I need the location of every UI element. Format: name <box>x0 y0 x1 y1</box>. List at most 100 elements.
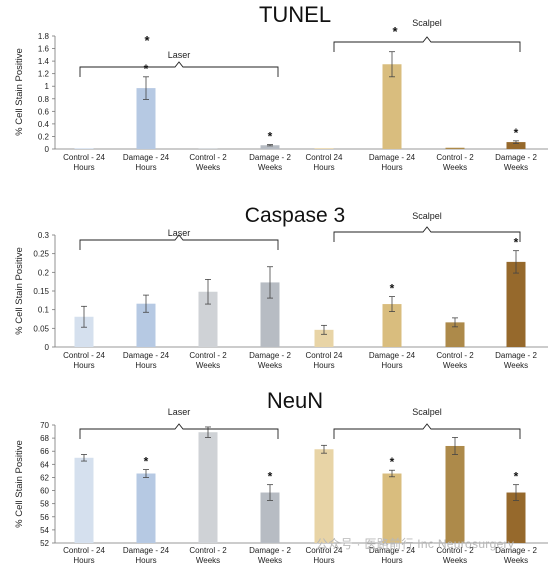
bar <box>314 148 334 149</box>
laser-group-bracket <box>79 234 279 250</box>
y-axis-label: % Cell Stain Positive <box>14 440 25 528</box>
x-tick-label: Control - 2 Weeks <box>189 351 227 370</box>
y-tick-label: 54 <box>40 526 49 535</box>
laser-group-label: Laser <box>168 407 191 417</box>
bar <box>506 142 526 149</box>
y-tick-label: 0.05 <box>33 324 49 333</box>
bar <box>136 88 156 149</box>
y-tick-label: 0.1 <box>38 306 50 315</box>
y-tick-label: 68 <box>40 434 49 443</box>
y-tick-label: 0.2 <box>38 268 50 277</box>
x-tick-label: Control - 2 Weeks <box>436 351 474 370</box>
y-tick-label: 56 <box>40 513 49 522</box>
bar <box>382 304 402 347</box>
significance-marker: * <box>268 130 273 144</box>
y-tick-label: 70 <box>40 421 49 430</box>
bar <box>314 329 334 347</box>
x-tick-label: Damage - 24 Hours <box>123 153 170 172</box>
y-axis-label: % Cell Stain Positive <box>14 48 25 136</box>
x-tick-label: Control 24 Hours <box>306 546 343 565</box>
x-tick-label: Damage - 2 Weeks <box>249 153 291 172</box>
scalpel-group-bracket <box>333 36 521 52</box>
significance-marker: * <box>514 236 519 250</box>
y-tick-label: 64 <box>40 460 49 469</box>
x-tick-label: Control - 2 Weeks <box>436 153 474 172</box>
scalpel-group-significance: * <box>392 24 398 39</box>
bar <box>506 261 526 347</box>
y-tick-label: 1.2 <box>38 70 50 79</box>
x-tick-label: Control - 24 Hours <box>63 351 105 370</box>
laser-group-label: Laser <box>168 228 191 238</box>
x-tick-label: Control - 2 Weeks <box>189 153 227 172</box>
y-tick-label: 0.2 <box>38 132 50 141</box>
y-tick-label: 1.8 <box>38 32 50 41</box>
significance-marker: * <box>144 455 149 469</box>
bar <box>260 145 280 149</box>
bar <box>445 147 465 149</box>
bar <box>314 449 334 543</box>
scalpel-group-bracket <box>333 226 521 242</box>
watermark-text: 公众号 · 医路前行 Inc Neurosurgery <box>316 537 515 551</box>
bar <box>198 432 218 543</box>
bar <box>136 473 156 543</box>
laser-group-bracket <box>79 423 279 439</box>
y-tick-label: 1.6 <box>38 45 50 54</box>
y-tick-label: 52 <box>40 539 49 548</box>
laser-group-bracket <box>79 61 279 77</box>
x-tick-label: Control - 24 Hours <box>63 546 105 565</box>
significance-marker: * <box>514 470 519 484</box>
x-tick-label: Damage - 24 Hours <box>123 351 170 370</box>
chart-title: TUNEL <box>259 2 331 27</box>
y-tick-label: 62 <box>40 473 49 482</box>
bar <box>198 291 218 347</box>
y-tick-label: 0.15 <box>33 287 49 296</box>
x-tick-label: Damage - 2 Weeks <box>249 351 291 370</box>
bar <box>74 148 94 149</box>
x-tick-label: Damage - 24 Hours <box>369 351 416 370</box>
x-tick-label: Damage - 2 Weeks <box>495 351 537 370</box>
bar <box>136 303 156 347</box>
bar <box>74 316 94 347</box>
x-tick-label: Control 24 Hours <box>306 153 343 172</box>
bar <box>74 457 94 543</box>
x-tick-label: Control - 2 Weeks <box>436 546 474 565</box>
scalpel-group-bracket <box>333 423 521 439</box>
x-tick-label: Damage - 24 Hours <box>369 153 416 172</box>
x-tick-label: Damage - 24 Hours <box>123 546 170 565</box>
chart-panel: NeuN % Cell Stain Positive 52 54 56 58 60 62 64 6… <box>14 388 548 565</box>
scalpel-group-label: Scalpel <box>412 407 442 417</box>
bar <box>260 492 280 543</box>
y-tick-label: 0.25 <box>33 250 49 259</box>
bar <box>445 445 465 543</box>
significance-marker: * <box>144 62 149 76</box>
scalpel-group-label: Scalpel <box>412 211 442 221</box>
y-tick-label: 0.4 <box>38 120 50 129</box>
bar <box>260 282 280 347</box>
significance-marker: * <box>268 470 273 484</box>
scalpel-group-label: Scalpel <box>412 18 442 28</box>
y-tick-label: 0.6 <box>38 107 50 116</box>
y-tick-label: 0.8 <box>38 95 50 104</box>
x-tick-label: Damage - 2 Weeks <box>495 546 537 565</box>
x-tick-label: Control - 2 Weeks <box>189 546 227 565</box>
y-tick-label: 66 <box>40 447 49 456</box>
x-tick-label: Damage - 24 Hours <box>369 546 416 565</box>
bar <box>445 322 465 347</box>
bar <box>506 492 526 543</box>
laser-group-label: Laser <box>168 50 191 60</box>
y-tick-label: 0 <box>45 343 50 352</box>
y-tick-label: 0 <box>45 145 50 154</box>
significance-marker: * <box>514 126 519 140</box>
x-tick-label: Control - 24 Hours <box>63 153 105 172</box>
chart-panel: TUNEL % Cell Stain Positive 0 0.2 0.4 0.6 0.8 1… <box>14 2 548 172</box>
x-tick-label: Damage - 2 Weeks <box>495 153 537 172</box>
chart-title: NeuN <box>267 388 323 413</box>
y-tick-label: 1 <box>45 82 50 91</box>
chart-panel: Caspase 3 % Cell Stain Positive 0 0.05 0.1 0.… <box>14 204 548 370</box>
bar <box>198 148 218 149</box>
laser-group-significance: * <box>144 33 150 48</box>
significance-marker: * <box>390 282 395 296</box>
significance-marker: * <box>390 455 395 469</box>
x-tick-label: Control 24 Hours <box>306 351 343 370</box>
